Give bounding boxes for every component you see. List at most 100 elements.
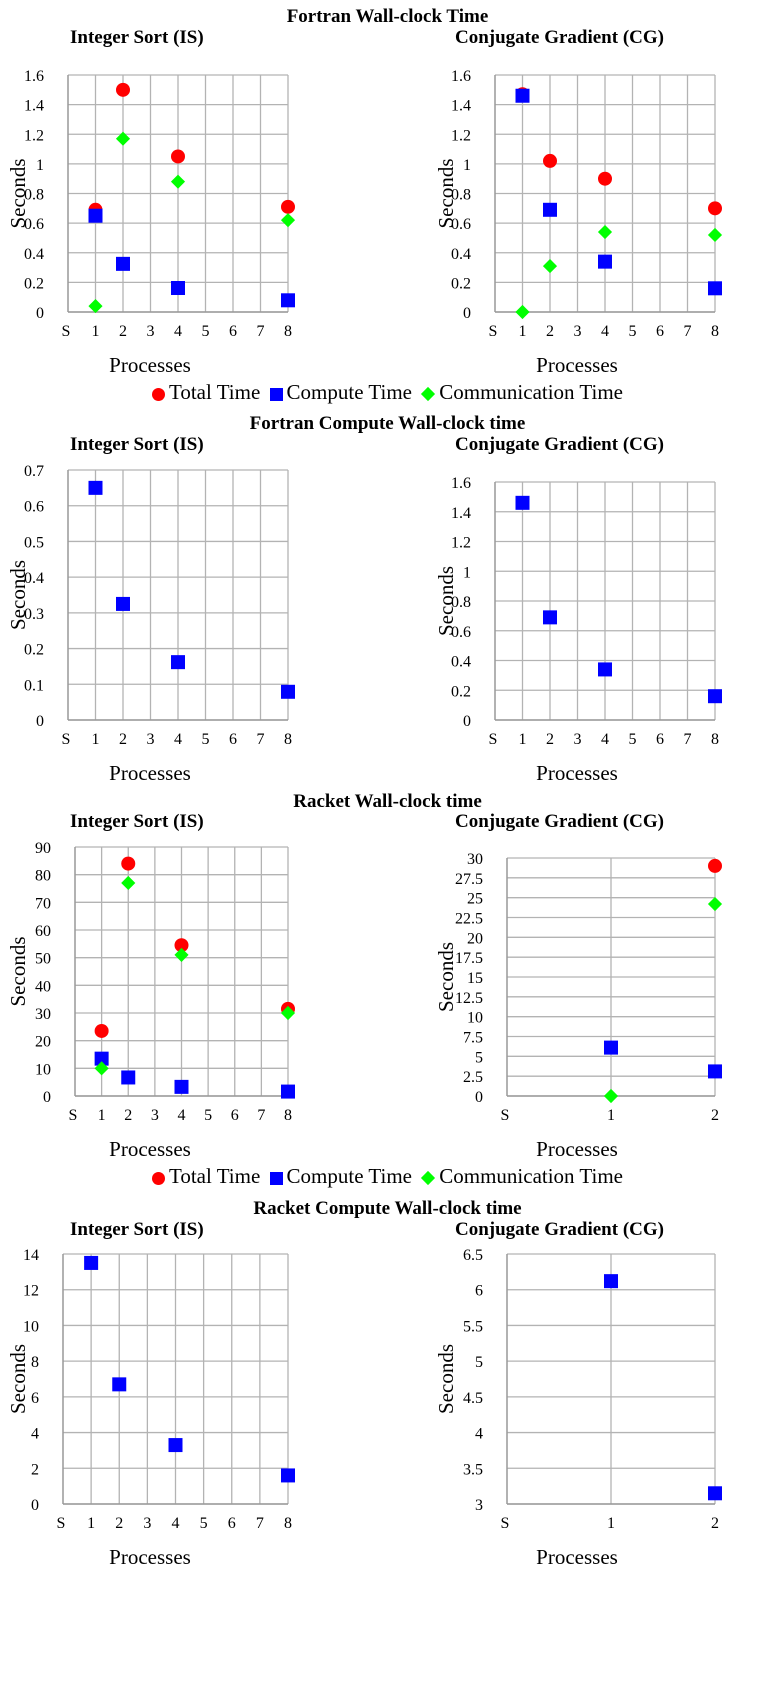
x-axis-label: Processes: [536, 1545, 618, 1569]
x-tick-label: S: [62, 731, 71, 748]
x-tick-label: 3: [143, 1515, 151, 1532]
chart-title: Integer Sort (IS): [70, 27, 204, 48]
y-tick-label: 0.4: [24, 246, 44, 263]
y-tick-label: 1.2: [24, 127, 44, 144]
y-tick-label: 0: [36, 713, 44, 730]
chart-title: Conjugate Gradient (CG): [455, 811, 664, 832]
y-tick-label: 1.4: [451, 505, 471, 522]
data-point-communication-time: [597, 224, 613, 240]
x-tick-label: 1: [92, 323, 100, 340]
x-tick-label: S: [489, 731, 498, 748]
chart-3: Conjugate Gradient (CG) 0 0.2 0.4 0.6 0.8 1 1.2…: [434, 434, 722, 785]
y-tick-label: 0: [475, 1089, 483, 1106]
data-point-communication-time: [170, 174, 186, 189]
x-tick-label: 4: [174, 731, 182, 748]
y-tick-label: 10: [35, 1061, 51, 1078]
data-point-communication-time: [88, 299, 103, 314]
data-point-compute-time: [598, 662, 612, 677]
y-tick-label: 70: [35, 895, 51, 912]
y-tick-label: 12: [23, 1283, 39, 1300]
x-axis-label: Processes: [109, 1545, 191, 1569]
data-point-compute-time: [708, 281, 722, 296]
y-tick-label: 1.6: [451, 68, 471, 85]
y-tick-label: 0: [463, 713, 471, 730]
data-point-total-time: [171, 149, 185, 164]
data-point-communication-time: [542, 259, 558, 274]
x-tick-label: 7: [257, 1107, 265, 1124]
x-tick-label: 6: [231, 1107, 239, 1124]
data-point-communication-time: [121, 875, 136, 891]
y-tick-label: 0.2: [24, 275, 44, 292]
y-tick-label: 0.4: [24, 570, 44, 587]
y-tick-label: 0.2: [24, 642, 44, 659]
chart-4: Integer Sort (IS) 0 10 20 30 40 50 60 70 80 90 S 1 2 3…: [6, 811, 296, 1161]
y-tick-label: 14: [23, 1247, 39, 1264]
y-tick-label: 5.5: [463, 1318, 483, 1335]
x-tick-label: 4: [601, 323, 609, 340]
y-tick-label: 17.5: [455, 950, 483, 967]
x-axis-label: Processes: [109, 761, 191, 785]
y-tick-label: 0.2: [451, 683, 471, 700]
y-tick-label: 40: [35, 978, 51, 995]
x-tick-label: 7: [684, 323, 692, 340]
chart-title: Conjugate Gradient (CG): [455, 434, 664, 455]
data-point-compute-time: [515, 495, 530, 510]
y-tick-label: 1: [463, 564, 471, 581]
x-tick-label: 6: [229, 323, 237, 340]
x-tick-label: 3: [574, 323, 582, 340]
data-point-compute-time: [171, 655, 185, 670]
data-point-compute-time: [708, 1064, 722, 1079]
x-tick-label: 1: [519, 731, 527, 748]
data-point-compute-time: [84, 1255, 99, 1270]
x-tick-label: 6: [656, 731, 664, 748]
y-tick-label: 90: [35, 840, 51, 857]
data-point-communication-time: [707, 227, 723, 243]
x-tick-label: 7: [684, 731, 692, 748]
section-title-racket-compute: Racket Compute Wall-clock time: [253, 1198, 522, 1219]
data-point-total-time: [708, 201, 722, 216]
data-point-total-time: [598, 171, 612, 186]
x-tick-label: 8: [284, 323, 292, 340]
x-tick-label: 2: [119, 731, 127, 748]
y-tick-label: 20: [35, 1034, 51, 1051]
y-tick-label: 30: [467, 851, 483, 868]
y-tick-label: 0.4: [451, 654, 471, 671]
data-point-compute-time: [281, 1084, 295, 1099]
chart-5: Conjugate Gradient (CG) 0 2.5 5 7.5 10 12.5 15 1…: [434, 811, 723, 1161]
data-point-communication-time: [603, 1088, 619, 1104]
x-axis-label: Processes: [536, 1137, 618, 1161]
x-axis-label: Processes: [536, 761, 618, 785]
y-axis-label: Seconds: [6, 1344, 30, 1414]
x-tick-label: 1: [92, 731, 100, 748]
data-point-total-time: [543, 153, 557, 168]
y-axis-label: Seconds: [6, 159, 30, 229]
y-tick-label: 0.3: [24, 606, 44, 623]
data-point-compute-time: [708, 689, 722, 704]
data-point-compute-time: [604, 1040, 618, 1055]
data-point-total-time: [94, 1023, 109, 1038]
y-tick-label: 6: [31, 1390, 39, 1407]
x-tick-label: 4: [178, 1107, 186, 1124]
data-point-communication-time: [515, 304, 530, 320]
data-point-compute-time: [174, 1079, 189, 1094]
x-tick-label: 8: [711, 731, 719, 748]
chart-1: Conjugate Gradient (CG) 0 0.2 0.4 0.6 0.8 1 1.2…: [434, 27, 723, 377]
section-title-fortran-wall: Fortran Wall-clock Time: [286, 6, 489, 27]
y-tick-label: 20: [467, 930, 483, 947]
y-tick-label: 25: [467, 891, 483, 908]
total-time-marker-icon: [151, 1171, 165, 1185]
data-point-compute-time: [604, 1274, 618, 1289]
y-tick-label: 10: [23, 1318, 39, 1335]
y-tick-label: 1.6: [24, 68, 44, 85]
x-tick-label: 2: [124, 1107, 132, 1124]
x-tick-label: 6: [656, 323, 664, 340]
x-tick-label: 5: [202, 731, 210, 748]
section-title-racket-wall: Racket Wall-clock time: [293, 791, 482, 812]
x-tick-label: 5: [204, 1107, 212, 1124]
data-point-compute-time: [116, 256, 130, 271]
x-tick-label: 5: [200, 1515, 208, 1532]
compute-time-marker-icon: [269, 1171, 283, 1185]
y-tick-label: 60: [35, 923, 51, 940]
